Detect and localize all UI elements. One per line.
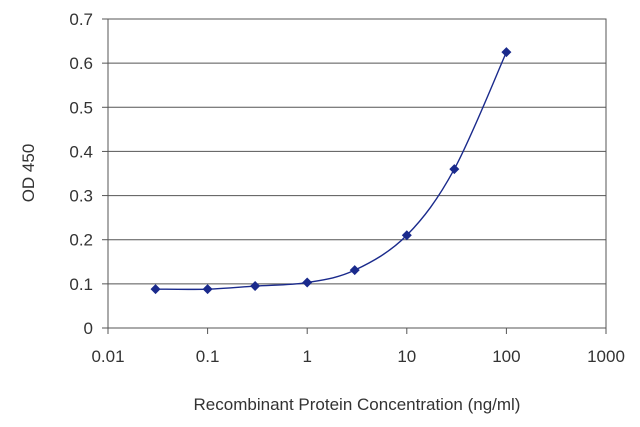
data-point-marker [302, 277, 313, 288]
y-tick-label: 0.4 [69, 142, 93, 161]
data-point-marker [449, 164, 460, 175]
data-point-marker [250, 281, 261, 292]
y-tick-label: 0.7 [69, 10, 93, 29]
x-tick-label: 0.01 [91, 347, 124, 366]
x-axis-title: Recombinant Protein Concentration (ng/ml… [194, 395, 521, 414]
x-tick-label: 100 [492, 347, 520, 366]
data-point-marker [501, 47, 512, 58]
x-tick-label: 1 [302, 347, 311, 366]
y-tick-label: 0 [84, 319, 93, 338]
plot-area-frame [107, 18, 607, 329]
x-tick-label: 1000 [587, 347, 625, 366]
y-tick-label: 0.6 [69, 54, 93, 73]
y-axis-title: OD 450 [19, 144, 38, 203]
y-axis-ticks: 0 0.1 0.2 0.3 0.4 0.5 0.6 0.7 [69, 10, 108, 338]
data-point-marker [349, 265, 360, 276]
x-tick-label: 10 [397, 347, 416, 366]
x-axis-ticks: 0.01 0.1 1 10 100 1000 [91, 328, 625, 366]
data-point-marker [150, 284, 161, 295]
y-tick-label: 0.1 [69, 275, 93, 294]
data-point-marker [202, 284, 213, 295]
data-points [150, 47, 512, 295]
grid-lines [108, 62, 606, 285]
y-tick-label: 0.2 [69, 231, 93, 250]
y-tick-label: 0.5 [69, 98, 93, 117]
data-point-marker [401, 230, 412, 241]
y-tick-label: 0.3 [69, 187, 93, 206]
x-tick-label: 0.1 [196, 347, 220, 366]
